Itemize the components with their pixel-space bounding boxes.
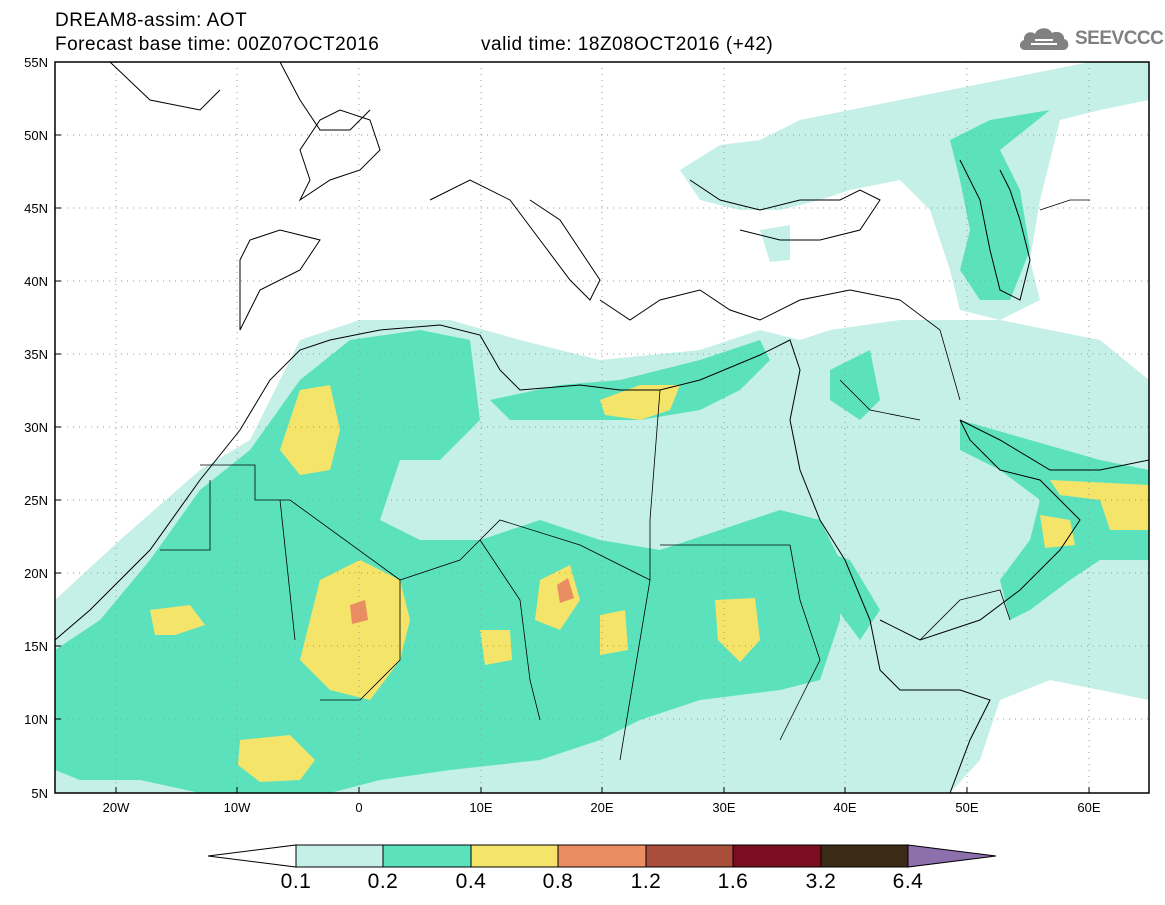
colorbar-segment xyxy=(557,844,647,868)
lon-label: 20E xyxy=(590,800,613,815)
colorbar-segment xyxy=(382,844,472,868)
aot-0.4-region-10 xyxy=(1050,480,1149,530)
valid-time: valid time: 18Z08OCT2016 (+42) xyxy=(481,34,774,55)
lat-label: 45N xyxy=(24,201,48,216)
aot-0.4-region-2 xyxy=(300,560,410,700)
colorbar xyxy=(207,844,997,868)
colorbar-segment xyxy=(645,844,734,868)
lon-label: 0 xyxy=(355,800,362,815)
colorbar-label: 1.2 xyxy=(630,870,662,893)
colorbar-under-triangle xyxy=(207,844,297,868)
colorbar-label: 0.4 xyxy=(455,870,487,893)
colorbar-label: 3.2 xyxy=(805,870,837,893)
lat-label: 5N xyxy=(31,786,48,801)
lat-label: 55N xyxy=(24,55,48,70)
lon-label: 40E xyxy=(833,800,856,815)
aot-0.2-region-west-africa xyxy=(55,330,840,793)
lat-label: 15N xyxy=(24,639,48,654)
lon-label: 20W xyxy=(103,800,130,815)
latitude-labels: 55N 50N 45N 40N 35N 30N 25N 20N 15N 10N … xyxy=(24,55,48,801)
aot-0.4-region-3 xyxy=(150,605,205,635)
aot-0.1-region-balkans xyxy=(760,225,790,262)
colorbar-segment xyxy=(820,844,909,868)
lon-label: 10W xyxy=(224,800,251,815)
cloud-icon xyxy=(1019,28,1069,50)
aot-0.4-region-9 xyxy=(600,610,628,655)
aot-0.8-region-1 xyxy=(350,600,368,624)
colorbar-segment xyxy=(732,844,822,868)
axis-ticks xyxy=(55,61,1090,794)
colorbar-segment xyxy=(295,844,384,868)
aot-0.1-region-black-sea xyxy=(680,62,1149,320)
colorbar-segment xyxy=(470,844,559,868)
colorbar-label: 6.4 xyxy=(892,870,924,893)
model-title: DREAM8-assim: AOT xyxy=(55,10,248,31)
lon-label: 60E xyxy=(1077,800,1100,815)
aot-0.2-region-caspian xyxy=(950,110,1050,300)
aot-0.4-region-8 xyxy=(480,630,512,665)
lon-label: 10E xyxy=(469,800,492,815)
aot-0.4-region-7 xyxy=(715,598,760,662)
longitude-labels: 20W 10W 0 10E 20E 30E 40E 50E 60E xyxy=(103,800,1101,815)
aot-0.4-region-6 xyxy=(238,735,315,782)
aot-0.2-region-mediterranean xyxy=(490,340,770,420)
lat-label: 20N xyxy=(24,566,48,581)
colorbar-label: 0.2 xyxy=(367,870,399,893)
seevccc-logo: SEEVCCC xyxy=(1017,24,1164,54)
aot-0.4-region-1 xyxy=(280,385,340,475)
lat-label: 30N xyxy=(24,420,48,435)
graticule xyxy=(55,62,1149,793)
lon-label: 30E xyxy=(712,800,735,815)
forecast-base-time: Forecast base time: 00Z07OCT2016 xyxy=(55,34,380,55)
aot-0.2-region-arabia xyxy=(830,350,880,420)
aot-0.8-region-2 xyxy=(557,578,574,603)
colorbar-over-triangle xyxy=(907,844,997,868)
lat-label: 35N xyxy=(24,347,48,362)
colorbar-label: 1.6 xyxy=(717,870,749,893)
logo-text: SEEVCCC xyxy=(1075,28,1164,49)
lat-label: 50N xyxy=(24,128,48,143)
borders xyxy=(160,199,1090,761)
lat-label: 40N xyxy=(24,274,48,289)
lat-label: 10N xyxy=(24,712,48,727)
lon-label: 50E xyxy=(955,800,978,815)
aot-shading xyxy=(55,62,1149,793)
colorbar-label: 0.8 xyxy=(542,870,574,893)
colorbar-label: 0.1 xyxy=(280,870,312,893)
lat-label: 25N xyxy=(24,493,48,508)
